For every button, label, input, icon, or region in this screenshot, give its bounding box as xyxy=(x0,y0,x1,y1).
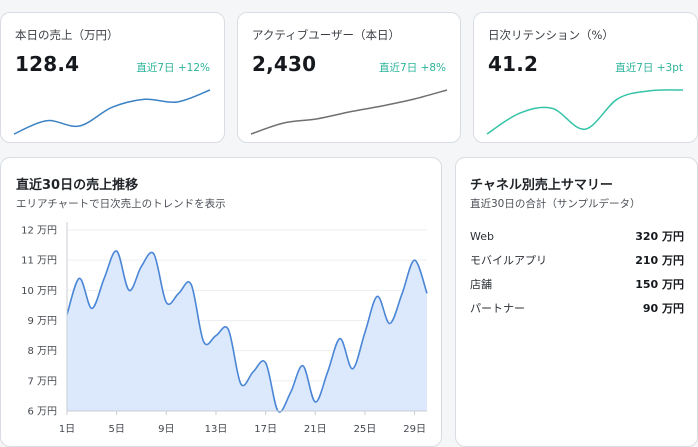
kpi-title: アクティブユーザー（本日） xyxy=(252,28,401,42)
data-point xyxy=(89,305,95,311)
channel-value: 210 万円 xyxy=(635,254,684,267)
data-point xyxy=(337,336,343,342)
kpi-card-retention: 日次リテンション（%） 41.2 直近7日 +3pt xyxy=(473,12,698,143)
series-line xyxy=(66,250,428,413)
y-tick-label: 11 万円 xyxy=(21,256,57,267)
data-point xyxy=(114,248,120,254)
y-tick-label: 10 万円 xyxy=(21,286,57,297)
summary-subtitle: 直近30日の合計（サンプルデータ） xyxy=(470,198,641,210)
x-tick-label: 17日 xyxy=(254,424,277,435)
data-point xyxy=(126,287,132,293)
summary-row-mobile-app: モバイルアプリ 210 万円 xyxy=(470,248,684,272)
kpi-value: 128.4 xyxy=(15,52,80,76)
data-point xyxy=(188,281,194,287)
channel-name: モバイルアプリ xyxy=(470,254,547,267)
kpi-delta: 直近7日 +12% xyxy=(136,62,210,74)
data-point xyxy=(374,293,380,299)
kpi-sparkline xyxy=(13,89,211,135)
kpi-sparkline xyxy=(486,89,684,135)
area-fill xyxy=(67,250,427,412)
data-point xyxy=(76,275,82,281)
x-tick-label: 13日 xyxy=(205,424,228,435)
data-point xyxy=(213,333,219,339)
channel-name: 店舗 xyxy=(470,278,492,291)
channel-summary-card: チャネル別売上サマリー 直近30日の合計（サンプルデータ） Web 320 万円… xyxy=(455,157,698,447)
data-point xyxy=(151,251,157,257)
data-point xyxy=(325,369,331,375)
data-point xyxy=(201,339,207,345)
data-point xyxy=(138,263,144,269)
y-tick-label: 9 万円 xyxy=(27,316,57,327)
summary-row-web: Web 320 万円 xyxy=(470,224,684,248)
sales-trend-card: 6 万円 7 万円 8 万円 9 万円 10 万円 11 万円 12 万円 1日 5日 9日 13日… xyxy=(0,157,442,447)
data-point xyxy=(399,290,405,296)
data-point xyxy=(225,327,231,333)
channel-name: Web xyxy=(470,229,494,243)
summary-row-partner: パートナー 90 万円 xyxy=(470,296,684,320)
x-tick-label: 21日 xyxy=(304,424,327,435)
y-tick-label: 12 万円 xyxy=(21,226,57,237)
data-point xyxy=(263,360,269,366)
data-point xyxy=(163,299,169,305)
data-point xyxy=(101,275,107,281)
kpi-delta: 直近7日 +8% xyxy=(379,62,446,74)
data-point xyxy=(412,257,418,263)
data-point xyxy=(424,290,430,296)
data-point xyxy=(250,369,256,375)
sales-area-chart: 6 万円 7 万円 8 万円 9 万円 10 万円 11 万円 12 万円 1日 5日 9日 13日… xyxy=(21,222,430,435)
summary-title: チャネル別売上サマリー xyxy=(470,178,613,193)
kpi-value: 2,430 xyxy=(252,52,317,76)
chart-subtitle: エリアチャートで日次売上のトレンドを表示 xyxy=(16,198,226,210)
channel-value: 320 万円 xyxy=(635,230,684,243)
data-point xyxy=(387,321,393,327)
x-tick-label: 9日 xyxy=(158,424,174,435)
kpi-sparkline xyxy=(250,89,448,135)
channel-value: 90 万円 xyxy=(642,302,684,315)
y-tick-label: 6 万円 xyxy=(27,407,57,418)
summary-row-store: 店舗 150 万円 xyxy=(470,272,684,296)
kpi-delta: 直近7日 +3pt xyxy=(615,62,683,74)
sparkline-path xyxy=(486,89,684,135)
x-tick-label: 5日 xyxy=(108,424,124,435)
x-tick-label: 25日 xyxy=(354,424,377,435)
x-tick-label: 1日 xyxy=(59,424,75,435)
data-point xyxy=(362,330,368,336)
data-point xyxy=(176,290,182,296)
channel-name: パートナー xyxy=(470,302,525,315)
sparkline-path xyxy=(13,89,211,135)
chart-title: 直近30日の売上推移 xyxy=(16,178,139,193)
sparkline-path xyxy=(250,89,448,135)
kpi-card-active-users: アクティブユーザー（本日） 2,430 直近7日 +8% xyxy=(237,12,461,143)
kpi-title: 本日の売上（万円） xyxy=(15,28,119,42)
y-tick-label: 7 万円 xyxy=(27,376,57,387)
kpi-card-sales: 本日の売上（万円） 128.4 直近7日 +12% xyxy=(0,12,225,143)
x-tick-label: 29日 xyxy=(403,424,426,435)
data-point xyxy=(350,366,356,372)
y-tick-label: 8 万円 xyxy=(27,346,57,357)
data-point xyxy=(300,363,306,369)
data-point xyxy=(238,381,244,387)
channel-value: 150 万円 xyxy=(635,278,684,291)
summary-list: Web 320 万円 モバイルアプリ 210 万円 店舗 150 万円 パートナ… xyxy=(470,224,684,320)
data-point xyxy=(287,390,293,396)
kpi-value: 41.2 xyxy=(488,52,539,76)
kpi-title: 日次リテンション（%） xyxy=(488,28,614,42)
data-point xyxy=(312,399,318,405)
